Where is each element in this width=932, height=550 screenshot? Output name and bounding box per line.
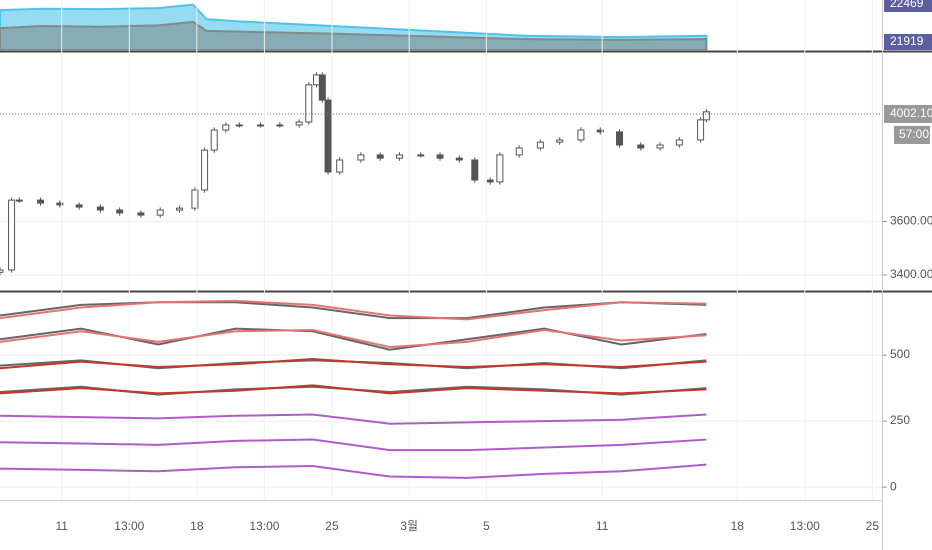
oscillator-line	[0, 384, 707, 395]
candle-body	[75, 204, 83, 208]
candle-body	[318, 74, 326, 101]
y-tick-label: 0	[890, 479, 897, 493]
candle-body	[616, 131, 624, 146]
candle-body	[577, 129, 585, 141]
candle-body	[436, 154, 444, 159]
y-tick-label: 3400.00	[890, 267, 932, 281]
candle-body	[596, 129, 604, 133]
candle-body	[210, 129, 218, 151]
candle-body	[116, 209, 124, 214]
candle-body	[201, 149, 209, 191]
candle-body	[8, 199, 16, 271]
candle-body	[675, 139, 683, 146]
oscillator-line	[0, 438, 707, 452]
candle-body	[305, 84, 313, 123]
countdown-badge	[894, 125, 930, 144]
x-tick-label: 18	[731, 519, 745, 533]
candle-body	[556, 139, 564, 143]
candle-body	[15, 199, 23, 202]
x-tick-label: 25	[866, 519, 880, 533]
oscillator-line	[0, 328, 707, 349]
x-tick-label: 13:00	[790, 519, 820, 533]
candle-body	[656, 144, 664, 149]
oscillator-line	[0, 463, 707, 479]
y-tick-label: 250	[890, 413, 910, 427]
candle-body	[396, 154, 404, 159]
candle-body	[156, 209, 164, 216]
oscillator-line	[0, 301, 707, 320]
candle-body	[137, 212, 145, 216]
candle-body	[697, 119, 705, 141]
candle-body	[0, 269, 4, 273]
candle-body	[515, 147, 523, 156]
candle-body	[471, 159, 479, 181]
candle-body	[235, 124, 243, 127]
candle-body	[257, 124, 265, 127]
y-tick-label: 21919	[890, 34, 924, 48]
candle-body	[455, 157, 463, 161]
y-tick-label: 500	[890, 347, 910, 361]
candle-body	[336, 159, 344, 173]
countdown-label: 57:00	[899, 127, 929, 141]
candle-body	[496, 154, 504, 183]
candle-body	[313, 74, 321, 86]
candle-body	[276, 124, 284, 127]
candle-body	[417, 154, 425, 157]
x-tick-label: 11	[596, 519, 609, 533]
x-tick-label: 18	[190, 519, 204, 533]
candle-body	[175, 207, 183, 211]
x-tick-label: 13:00	[114, 519, 144, 533]
oscillator-line	[0, 299, 707, 321]
candle-body	[96, 206, 104, 211]
x-tick-label: 25	[325, 519, 339, 533]
candle-body	[56, 202, 64, 206]
y-tick-label: 3600.00	[890, 214, 932, 228]
price-badge	[884, 33, 932, 50]
oscillator-line	[0, 358, 707, 370]
price-badge	[884, 0, 932, 13]
oscillator-line	[0, 413, 707, 425]
candle-body	[536, 141, 544, 149]
x-tick-label: 3월	[400, 519, 418, 533]
candle-body	[37, 199, 45, 204]
x-tick-label: 13:00	[249, 519, 279, 533]
candle-body	[222, 124, 230, 131]
y-tick-label: 22469	[890, 0, 924, 10]
candle-body	[191, 189, 199, 209]
x-tick-label: 5	[483, 519, 490, 533]
candle-body	[357, 154, 365, 161]
candle-body	[295, 121, 303, 126]
last-price-label: 4002.10	[890, 106, 932, 120]
candle-body	[324, 99, 332, 173]
x-tick-label: 11	[56, 519, 69, 533]
candle-body	[702, 111, 710, 121]
candle-body	[376, 154, 384, 159]
candle-body	[486, 179, 494, 183]
candle-body	[637, 144, 645, 149]
last-price-badge	[884, 104, 932, 123]
